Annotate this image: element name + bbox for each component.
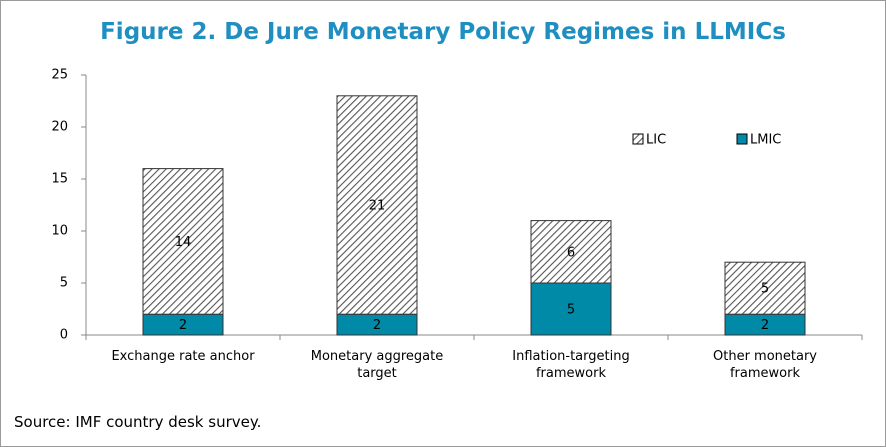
data-label: 5 bbox=[567, 303, 575, 318]
data-label: 5 bbox=[761, 282, 769, 297]
legend-swatch bbox=[632, 133, 644, 145]
data-label: 2 bbox=[179, 318, 187, 333]
x-tick-label: Other monetary framework bbox=[713, 349, 817, 381]
x-tick-label: Monetary aggregate target bbox=[310, 349, 444, 381]
legend-label: LMIC bbox=[750, 133, 781, 148]
data-label: 21 bbox=[369, 199, 386, 214]
y-tick-label: 0 bbox=[60, 328, 68, 343]
bar-segment bbox=[530, 220, 612, 284]
legend-swatch bbox=[736, 133, 748, 145]
y-tick-label: 15 bbox=[51, 172, 68, 187]
x-tick-label: Inflation-targeting framework bbox=[512, 349, 630, 381]
y-tick-label: 25 bbox=[51, 68, 68, 83]
y-tick-label: 10 bbox=[51, 224, 68, 239]
chart-title: Figure 2. De Jure Monetary Policy Regime… bbox=[100, 19, 786, 45]
y-tick-label: 20 bbox=[51, 120, 68, 135]
legend-label: LIC bbox=[646, 133, 666, 148]
bar-segment bbox=[336, 95, 418, 315]
data-label: 6 bbox=[567, 245, 575, 260]
x-tick-label: Exchange rate anchor bbox=[111, 349, 255, 364]
y-tick-label: 5 bbox=[60, 276, 68, 291]
data-label: 2 bbox=[373, 318, 381, 333]
bar-segment bbox=[724, 261, 806, 315]
bar-segment bbox=[142, 168, 224, 315]
source-note: Source: IMF country desk survey. bbox=[14, 413, 262, 431]
data-label: 14 bbox=[175, 235, 192, 250]
data-label: 2 bbox=[761, 318, 769, 333]
